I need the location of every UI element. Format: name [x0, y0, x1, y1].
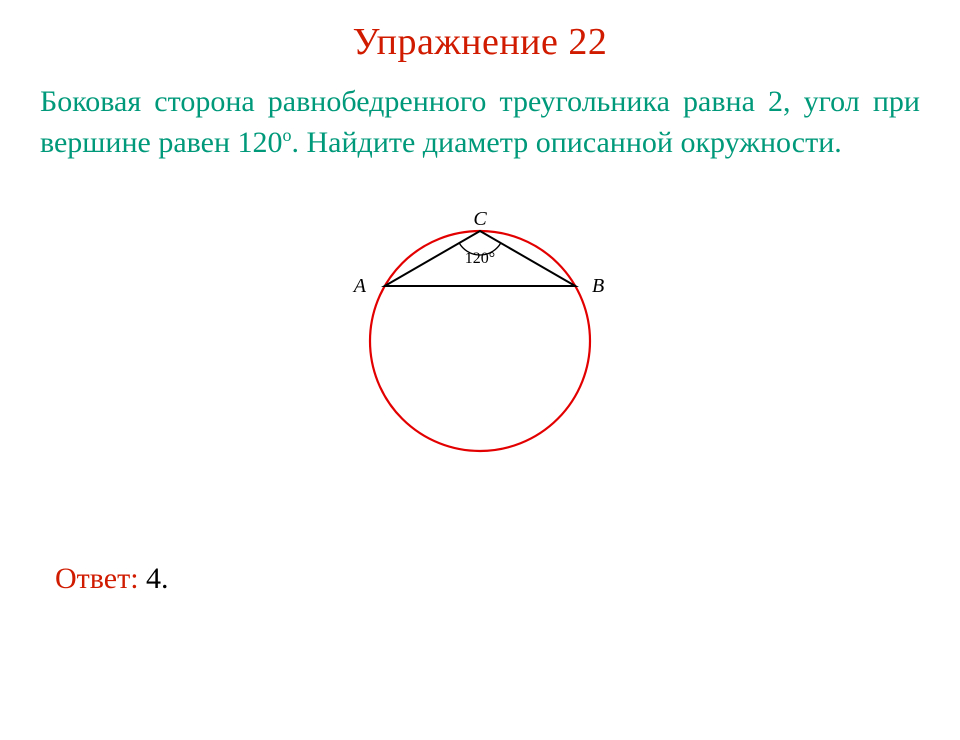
vertex-label-c: C	[473, 208, 487, 230]
degree-superscript: о	[283, 125, 292, 145]
problem-text-after: . Найдите диаметр описанной окружности.	[292, 126, 842, 159]
exercise-title: Упражнение 22	[0, 20, 960, 64]
vertex-label-a: A	[352, 275, 367, 297]
vertex-label-b: B	[592, 275, 604, 297]
answer-label: Ответ:	[55, 562, 146, 595]
problem-statement: Боковая сторона равнобедренного треуголь…	[40, 82, 920, 163]
answer-value: 4.	[146, 562, 169, 595]
answer-block: Ответ: 4.	[55, 562, 169, 596]
geometry-figure: A B C 120°	[330, 181, 630, 461]
angle-label: 120°	[465, 250, 495, 267]
